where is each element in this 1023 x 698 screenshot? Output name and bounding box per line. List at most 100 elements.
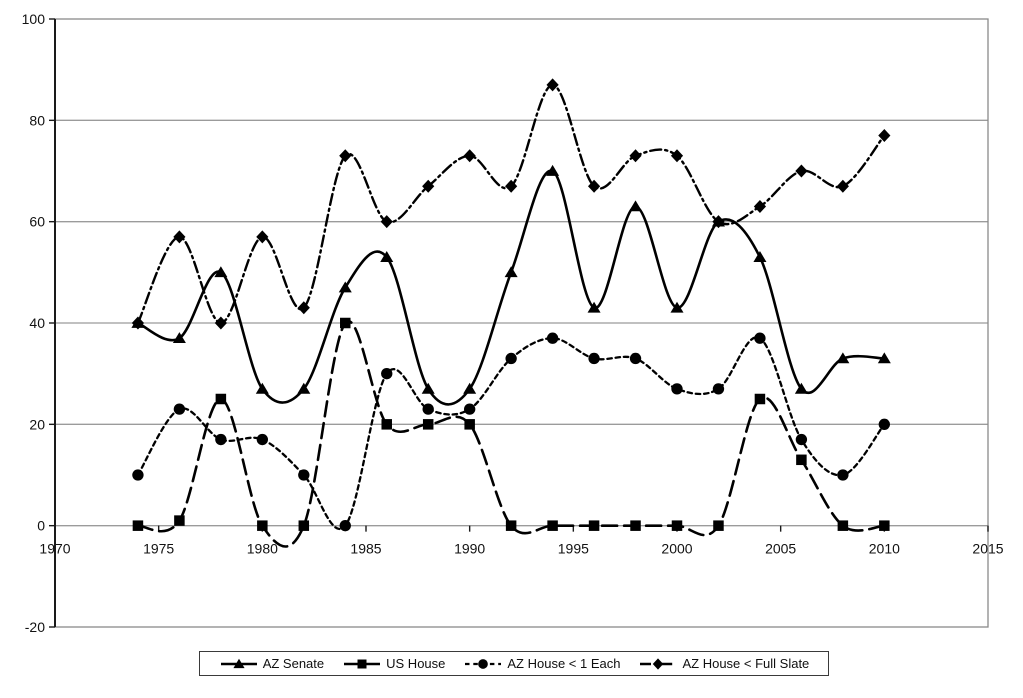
square-marker-icon: [381, 419, 392, 430]
circle-marker-icon: [754, 332, 766, 344]
legend-label-az-house-1-each: AZ House < 1 Each: [507, 656, 621, 671]
circle-marker-icon: [173, 403, 186, 415]
diamond-marker-icon: [795, 164, 808, 178]
series-az-house-1-each: [132, 332, 891, 532]
square-marker-icon: [132, 520, 144, 531]
series-line-az-house-1-each: [136, 336, 886, 530]
y-tick-label: 100: [22, 11, 46, 27]
series-line-az-house-full-slate: [136, 83, 886, 325]
square-marker-icon: [547, 520, 558, 531]
diamond-marker-icon: [670, 149, 684, 163]
diamond-marker-icon: [587, 179, 601, 193]
diamond-marker-icon: [256, 230, 269, 244]
square-marker-icon: [671, 520, 683, 531]
circle-marker-icon: [463, 403, 476, 415]
diamond-marker-icon: [463, 149, 476, 163]
x-tick-label: 1970: [39, 541, 70, 557]
y-tick-label: 60: [29, 214, 45, 230]
square-marker-icon: [357, 659, 367, 668]
diamond-marker-icon: [629, 149, 642, 163]
legend-sample-dash-square-icon: [344, 659, 381, 668]
chart-legend: AZ Senate US House AZ House < 1 Each AZ …: [199, 651, 829, 676]
triangle-marker-icon: [233, 658, 245, 668]
diamond-marker-icon: [214, 316, 227, 330]
legend-item-us-house: US House: [342, 656, 445, 671]
x-tick-label: 2000: [661, 541, 692, 557]
circle-marker-icon: [298, 469, 310, 481]
square-marker-icon: [713, 520, 724, 531]
series-us-house: [132, 317, 890, 548]
y-tick-label: -20: [25, 619, 45, 635]
triangle-marker-icon: [753, 251, 767, 262]
triangle-marker-icon: [629, 200, 643, 212]
y-tick-label: 80: [29, 112, 45, 128]
legend-item-az-senate: AZ Senate: [219, 656, 324, 671]
square-marker-icon: [422, 419, 434, 430]
legend-item-az-house-1-each: AZ House < 1 Each: [463, 656, 620, 671]
legend-sample-solid-triangle-icon: [220, 658, 257, 668]
diamond-marker-icon: [878, 129, 891, 143]
triangle-marker-icon: [546, 164, 560, 176]
diamond-marker-icon: [653, 657, 664, 670]
triangle-marker-icon: [255, 382, 269, 394]
triangle-marker-icon: [214, 266, 228, 278]
circle-marker-icon: [339, 519, 351, 532]
circle-marker-icon: [878, 418, 891, 431]
square-marker-icon: [796, 454, 807, 466]
diamond-marker-icon: [380, 215, 393, 229]
diamond-marker-icon: [505, 179, 518, 193]
circle-marker-icon: [837, 469, 849, 481]
square-marker-icon: [837, 520, 849, 531]
y-tick-label: 0: [37, 518, 45, 534]
circle-marker-icon: [422, 403, 434, 415]
square-marker-icon: [464, 419, 475, 430]
diamond-marker-icon: [173, 230, 186, 244]
legend-item-az-house-full-slate: AZ House < Full Slate: [638, 656, 809, 671]
square-marker-icon: [340, 317, 351, 329]
triangle-marker-icon: [877, 352, 891, 364]
x-tick-label: 1990: [454, 541, 485, 557]
diamond-marker-icon: [297, 301, 310, 315]
triangle-marker-icon: [297, 382, 311, 394]
legend-sample-dashdot-diamond-icon: [640, 657, 677, 670]
circle-marker-icon: [795, 433, 808, 446]
legend-label-us-house: US House: [386, 656, 446, 671]
triangle-marker-icon: [794, 382, 808, 394]
triangle-marker-icon: [836, 352, 850, 364]
x-tick-label: 1980: [247, 541, 278, 557]
series-line-us-house: [136, 319, 886, 548]
x-tick-label: 2015: [972, 541, 1003, 557]
x-tick-label: 2005: [765, 541, 796, 557]
x-tick-label: 1985: [350, 541, 381, 557]
square-marker-icon: [505, 520, 517, 531]
diamond-marker-icon: [753, 199, 767, 213]
legend-sample-dot-dash-circle-icon: [465, 658, 502, 669]
triangle-marker-icon: [338, 281, 352, 293]
circle-marker-icon: [478, 658, 489, 669]
legend-label-az-senate: AZ Senate: [262, 656, 325, 671]
diamond-marker-icon: [422, 179, 435, 193]
circle-marker-icon: [546, 332, 559, 344]
circle-marker-icon: [132, 469, 144, 481]
square-marker-icon: [754, 393, 766, 405]
square-marker-icon: [215, 393, 227, 405]
circle-marker-icon: [256, 433, 269, 446]
triangle-marker-icon: [504, 266, 518, 278]
circle-marker-icon: [588, 352, 600, 365]
legend-label-az-house-full-slate: AZ House < Full Slate: [682, 656, 810, 671]
circle-marker-icon: [505, 352, 517, 365]
triangle-marker-icon: [172, 332, 186, 344]
triangle-marker-icon: [463, 382, 477, 394]
series-az-senate: [131, 164, 891, 406]
x-tick-label: 1975: [143, 541, 174, 557]
diamond-marker-icon: [339, 149, 352, 163]
square-marker-icon: [630, 520, 641, 531]
triangle-marker-icon: [421, 382, 435, 394]
triangle-marker-icon: [587, 301, 601, 313]
y-tick-label: 40: [29, 315, 45, 331]
square-marker-icon: [879, 520, 890, 531]
series-az-house-full-slate: [131, 78, 891, 330]
square-marker-icon: [174, 515, 185, 526]
